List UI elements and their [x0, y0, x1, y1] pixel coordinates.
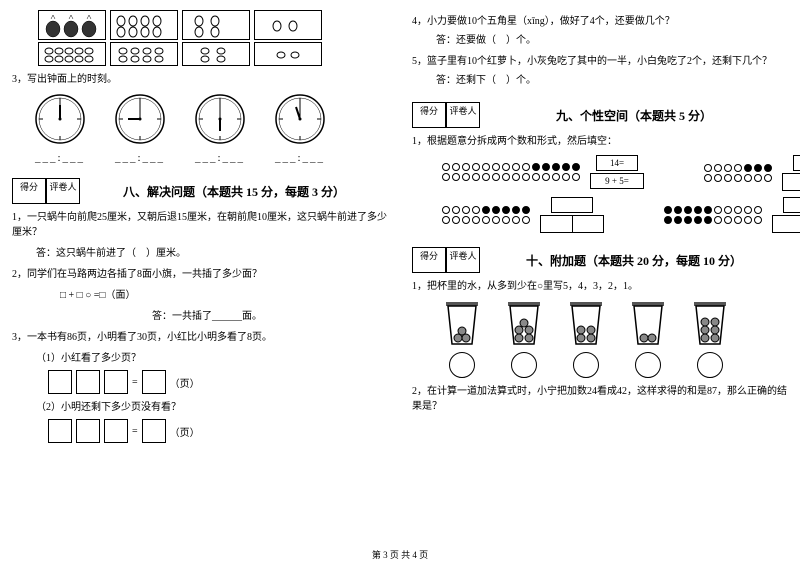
- split-box-2[interactable]: [782, 155, 800, 191]
- split-blank-top[interactable]: [783, 197, 800, 213]
- split-row-1: 14= 9 + 5=: [442, 155, 788, 191]
- blank-box[interactable]: [104, 370, 128, 394]
- s8-q3: 3，一本书有86页，小明看了30页，小红比小明多看了8页。: [12, 330, 388, 345]
- s8-q1: 1，一只蜗牛向前爬25厘米，又朝后退15厘米，在朝前爬10厘米，这只蜗牛前进了多…: [12, 210, 388, 240]
- split-expr-1: 9 + 5=: [590, 173, 644, 189]
- split-blank-top[interactable]: [551, 197, 593, 213]
- equals-text: =: [132, 426, 138, 437]
- s8-q2-expr[interactable]: □ + □ ○ =□（面）: [60, 288, 388, 303]
- cup-answer-1[interactable]: [449, 352, 475, 378]
- split-blank-bot[interactable]: [782, 173, 800, 191]
- s8-q2-ans[interactable]: 答：一共插了______面。: [152, 309, 388, 324]
- blank-box[interactable]: [76, 370, 100, 394]
- fruit-box-2: [110, 10, 178, 40]
- s8-q4: 4，小力要做10个五角星（xīng），做好了4个，还要做几个？: [412, 14, 788, 29]
- s10-q1: 1，把杯里的水，从多到少在○里写5，4，3，2，1。: [412, 279, 788, 294]
- fruit-box-4: [254, 10, 322, 40]
- cup-answer-3[interactable]: [573, 352, 599, 378]
- clock-1: ___:___: [32, 93, 88, 164]
- clock-row: ___:___ ___:___ ___:___: [32, 93, 388, 164]
- left-column: 3，写出钟面上的时刻。 ___:___ ___:___: [0, 0, 400, 565]
- s8-q5: 5，篮子里有10个红萝卜，小灰兔吃了其中的一半，小白兔吃了2个，还剩下几个？: [412, 54, 788, 69]
- section8-header: 得分 评卷人 八、解决问题（本题共 15 分，每题 3 分）: [12, 178, 388, 204]
- cup-1: [440, 300, 484, 378]
- clock-blank-2[interactable]: ___:___: [112, 152, 168, 164]
- split-blank-top[interactable]: [793, 155, 800, 171]
- s8-q5-ans[interactable]: 答：还剩下（ ）个。: [436, 73, 788, 88]
- egg-row: [38, 42, 388, 66]
- section10-header: 得分 评卷人 十、附加题（本题共 20 分，每题 10 分）: [412, 247, 788, 273]
- split-top-1: 14=: [596, 155, 638, 171]
- dots-right-1: [704, 163, 772, 183]
- clock-blank-1[interactable]: ___:___: [32, 152, 88, 164]
- unit-page: （页）: [170, 375, 200, 390]
- egg-box-4: [254, 42, 322, 66]
- clock-4: ___:___: [272, 93, 328, 164]
- clock-3: ___:___: [192, 93, 248, 164]
- reviewer-label: 评卷人: [46, 178, 80, 204]
- egg-box-1: [38, 42, 106, 66]
- reviewer-label: 评卷人: [446, 247, 480, 273]
- s9-q1: 1，根据题意分拆成两个数和形式，然后填空：: [412, 134, 788, 149]
- right-column: 4，小力要做10个五角星（xīng），做好了4个，还要做几个？ 答：还要做（ ）…: [400, 0, 800, 565]
- page-footer: 第 3 页 共 4 页: [0, 548, 800, 561]
- split-box-3[interactable]: [540, 197, 604, 233]
- q3-label: 3，写出钟面上的时刻。: [12, 72, 388, 87]
- fruit-box-1: [38, 10, 106, 40]
- clock-blank-3[interactable]: ___:___: [192, 152, 248, 164]
- fruit-row: [38, 10, 388, 40]
- s8-q1-ans[interactable]: 答：这只蜗牛前进了（ ）厘米。: [36, 246, 388, 261]
- cup-5: [688, 300, 732, 378]
- cup-answer-5[interactable]: [697, 352, 723, 378]
- score-label: 得分: [412, 102, 446, 128]
- dots-right-2: [664, 205, 762, 225]
- equals-text: =: [132, 377, 138, 388]
- split-blank-bot[interactable]: [772, 215, 800, 233]
- cup-answer-4[interactable]: [635, 352, 661, 378]
- split-box-4[interactable]: [772, 197, 800, 233]
- s8-q2: 2，同学们在马路两边各插了8面小旗，一共插了多少面？: [12, 267, 388, 282]
- reviewer-label: 评卷人: [446, 102, 480, 128]
- clock-2: ___:___: [112, 93, 168, 164]
- cup-answer-2[interactable]: [511, 352, 537, 378]
- dots-left-1: [442, 162, 580, 182]
- section10-title: 十、附加题（本题共 20 分，每题 10 分）: [480, 252, 788, 269]
- score-label: 得分: [12, 178, 46, 204]
- blank-box[interactable]: [48, 370, 72, 394]
- egg-box-3: [182, 42, 250, 66]
- blank-box[interactable]: [48, 419, 72, 443]
- score-label: 得分: [412, 247, 446, 273]
- section9-header: 得分 评卷人 九、个性空间（本题共 5 分）: [412, 102, 788, 128]
- s10-q2: 2，在计算一道加法算式时，小宁把加数24看成42，这样求得的和是87，那么正确的…: [412, 384, 788, 414]
- cup-4: [626, 300, 670, 378]
- cup-row: [440, 300, 788, 378]
- s8-q4-ans[interactable]: 答：还要做（ ）个。: [436, 33, 788, 48]
- blank-box[interactable]: [104, 419, 128, 443]
- s8-q3-1: （1）小红看了多少页？: [36, 351, 388, 366]
- egg-box-2: [110, 42, 178, 66]
- blank-box[interactable]: [76, 419, 100, 443]
- cup-3: [564, 300, 608, 378]
- blank-box[interactable]: [142, 370, 166, 394]
- s8-q3-2-eq[interactable]: = （页）: [48, 419, 388, 443]
- section9-title: 九、个性空间（本题共 5 分）: [480, 107, 788, 124]
- blank-box[interactable]: [142, 419, 166, 443]
- dots-left-2: [442, 205, 530, 225]
- section8-title: 八、解决问题（本题共 15 分，每题 3 分）: [80, 183, 388, 200]
- s8-q3-1-eq[interactable]: = （页）: [48, 370, 388, 394]
- unit-page: （页）: [170, 424, 200, 439]
- clock-blank-4[interactable]: ___:___: [272, 152, 328, 164]
- cup-2: [502, 300, 546, 378]
- split-row-2: [442, 197, 788, 233]
- split-blank-bot[interactable]: [540, 215, 604, 233]
- fruit-box-3: [182, 10, 250, 40]
- split-box-1: 14= 9 + 5=: [590, 155, 644, 189]
- s8-q3-2: （2）小明还剩下多少页没有看？: [36, 400, 388, 415]
